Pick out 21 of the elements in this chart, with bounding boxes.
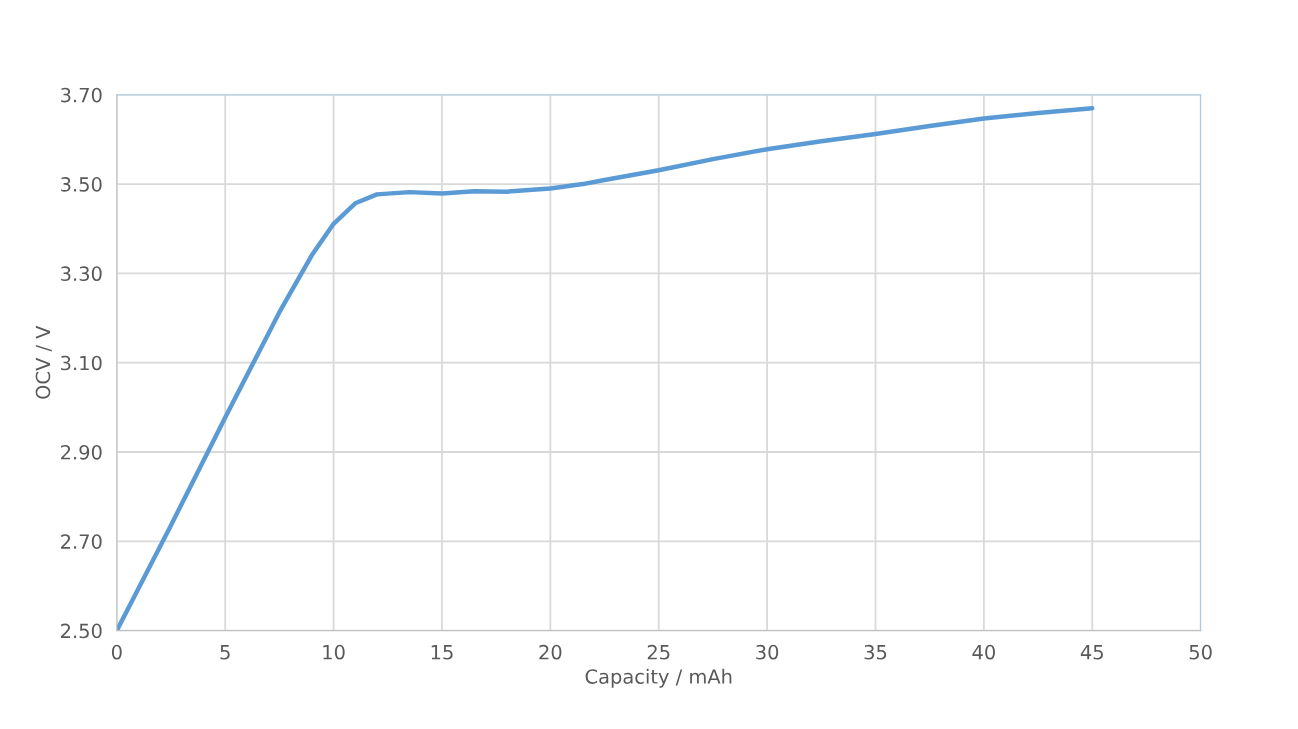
y-tick-label: 3.10 (61, 355, 102, 371)
x-tick-label: 5 (220, 645, 230, 660)
y-axis-title: OCV / V (35, 325, 52, 399)
x-tick-label: 10 (323, 644, 345, 660)
x-tick-label: 45 (1080, 645, 1103, 660)
y-tick-label: 2.90 (61, 444, 102, 460)
y-tick-label: 3.50 (61, 177, 102, 192)
x-tick-label: 30 (756, 644, 779, 660)
x-axis-title: Capacity / mAh (585, 668, 732, 688)
x-tick-label: 35 (864, 644, 887, 660)
line-series (116, 105, 1095, 631)
y-tick-label: 2.70 (61, 534, 102, 549)
x-tick-label: 0 (111, 644, 122, 660)
x-tick-label: 20 (539, 644, 562, 660)
x-tick-label: 25 (647, 644, 670, 660)
y-tick-label: 2.50 (61, 623, 102, 639)
x-tick-label: 15 (431, 645, 453, 660)
y-tick-label: 3.70 (61, 87, 102, 103)
y-tick-label: 3.30 (61, 266, 102, 282)
x-tick-label: 40 (972, 644, 995, 660)
x-tick-label: 50 (1189, 644, 1212, 660)
